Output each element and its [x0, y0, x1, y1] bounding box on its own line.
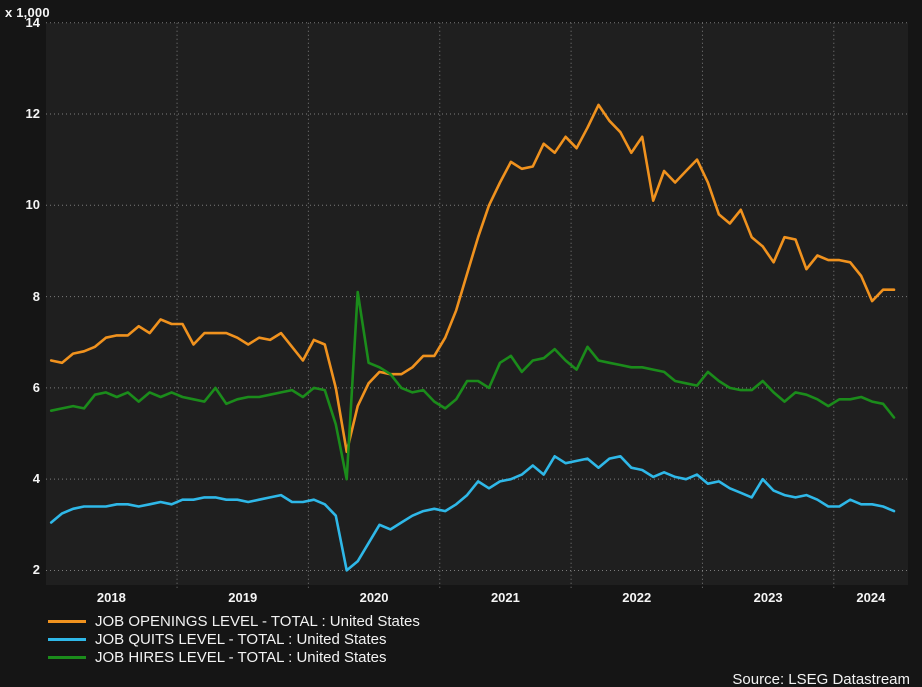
legend-item: JOB OPENINGS LEVEL - TOTAL : United Stat…: [48, 612, 420, 630]
x-axis-tick-label: 2020: [359, 590, 389, 605]
series-line-1: [49, 454, 896, 572]
y-axis-tick-label: 4: [32, 471, 40, 487]
x-axis-tick-label: 2022: [622, 590, 652, 605]
legend-line-swatch: [48, 619, 86, 623]
x-axis-tick-label: 2023: [753, 590, 783, 605]
y-axis-tick-label: 8: [32, 288, 40, 304]
legend-label: JOB OPENINGS LEVEL - TOTAL : United Stat…: [95, 612, 420, 630]
x-axis-tick-label: 2019: [228, 590, 258, 605]
legend-line-swatch: [48, 655, 86, 659]
series-line-0: [49, 103, 896, 454]
source-credit: Source: LSEG Datastream: [732, 671, 910, 687]
y-axis-tick-label: 6: [32, 379, 40, 395]
x-axis-tick-label: 2024: [856, 590, 886, 605]
legend-item: JOB QUITS LEVEL - TOTAL : United States: [48, 630, 420, 648]
y-axis-tick-label: 10: [25, 197, 40, 213]
legend-label: JOB QUITS LEVEL - TOTAL : United States: [95, 630, 387, 648]
x-axis-tick-label: 2018: [96, 590, 126, 605]
y-axis-tick-label: 2: [32, 562, 40, 578]
legend-line-swatch: [48, 637, 86, 641]
legend-label: JOB HIRES LEVEL - TOTAL : United States: [95, 648, 387, 666]
plot-area: [46, 23, 908, 585]
x-axis-tick-label: 2021: [490, 590, 520, 605]
series-line-2: [49, 290, 896, 481]
legend: JOB OPENINGS LEVEL - TOTAL : United Stat…: [48, 612, 420, 666]
legend-item: JOB HIRES LEVEL - TOTAL : United States: [48, 648, 420, 666]
y-axis-tick-label: 12: [25, 105, 40, 121]
unit-scale-label: x 1,000: [5, 5, 50, 20]
y-axis-tick-label: 14: [25, 14, 40, 30]
